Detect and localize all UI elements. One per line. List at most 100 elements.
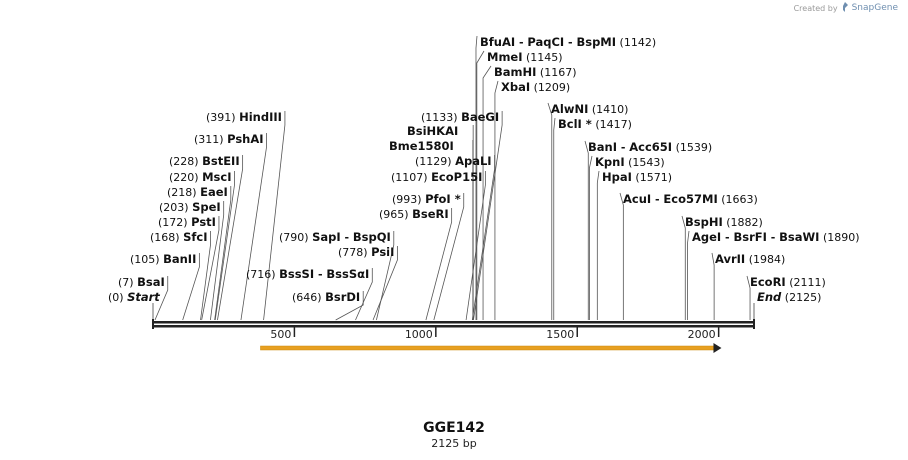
- enzyme-name-banii[interactable]: BanII: [163, 252, 196, 266]
- site-label-banii[interactable]: (105) BanII: [130, 252, 196, 266]
- site-label-bcli[interactable]: BclI * (1417): [558, 117, 632, 131]
- site-label-end[interactable]: End (2125): [757, 290, 821, 304]
- leader-line-banii: [182, 253, 200, 321]
- enzyme-name-hpai[interactable]: HpaI: [602, 170, 632, 184]
- enzyme-name-agei[interactable]: AgeI: [692, 230, 721, 244]
- enzyme-name-pshai[interactable]: PshAI: [227, 132, 263, 146]
- enzyme-name-acc65i[interactable]: Acc65I: [629, 140, 672, 154]
- snapgene-logo-icon: [841, 2, 849, 14]
- enzyme-name-bfuai[interactable]: BfuAI: [480, 35, 515, 49]
- enzyme-name-eco57mi[interactable]: Eco57MI: [663, 192, 717, 206]
- site-label-eaei[interactable]: (218) EaeI: [167, 185, 228, 199]
- enzyme-name-start[interactable]: Start: [127, 290, 160, 304]
- enzyme-name-hindiii[interactable]: HindIII: [239, 110, 282, 124]
- site-label-bsai[interactable]: (7) BsaI: [118, 275, 165, 289]
- feature-arrow-body[interactable]: [260, 345, 716, 351]
- site-label-sapi-bspqi[interactable]: (790) SapI - BspQI: [279, 230, 391, 244]
- enzyme-name-bcli[interactable]: BclI *: [558, 117, 592, 131]
- backbone-start-cap: [152, 319, 154, 329]
- position-label: (1539): [676, 141, 713, 154]
- site-label-sfci[interactable]: (168) SfcI: [150, 230, 207, 244]
- enzyme-name-bseri[interactable]: BseRI: [412, 207, 449, 221]
- site-label-ecori[interactable]: EcoRI (2111): [750, 275, 826, 289]
- site-label-start[interactable]: (0) Start: [108, 290, 160, 304]
- position-label: (1167): [540, 66, 577, 79]
- site-label-bme1580i[interactable]: Bme1580I: [389, 139, 454, 153]
- site-label-bsteii[interactable]: (228) BstEII: [169, 154, 240, 168]
- site-label-msci[interactable]: (220) MscI: [169, 170, 231, 184]
- site-label-bseri[interactable]: (965) BseRI: [379, 207, 449, 221]
- enzyme-name-bamhi[interactable]: BamHI: [494, 65, 536, 79]
- site-label-pfoi[interactable]: (993) PfoI *: [392, 192, 461, 206]
- enzyme-name-sfci[interactable]: SfcI: [183, 230, 207, 244]
- site-label-bfuai-paqci-bspmi[interactable]: BfuAI - PaqCI - BspMI (1142): [480, 35, 656, 49]
- enzyme-name-bspqi[interactable]: BspQI: [353, 230, 391, 244]
- site-label-bsihkai[interactable]: BsiHKAI: [407, 124, 458, 138]
- site-label-xbai[interactable]: XbaI (1209): [501, 80, 570, 94]
- position-label: (790): [279, 231, 309, 244]
- enzyme-name-avrii[interactable]: AvrII: [715, 252, 745, 266]
- site-label-psti[interactable]: (172) PstI: [158, 215, 216, 229]
- site-label-pshai[interactable]: (311) PshAI: [194, 132, 264, 146]
- enzyme-name-bsihkai[interactable]: BsiHKAI: [407, 124, 458, 138]
- enzyme-name-ecop15i[interactable]: EcoP15I: [431, 170, 482, 184]
- enzyme-name-ecori[interactable]: EcoRI: [750, 275, 786, 289]
- enzyme-name-bsai[interactable]: BsaI: [137, 275, 165, 289]
- position-label: (1133): [421, 111, 458, 124]
- enzyme-name-sapi[interactable]: SapI: [312, 230, 341, 244]
- enzyme-name-mmei[interactable]: MmeI: [487, 50, 523, 64]
- site-label-alwni[interactable]: AlwNI (1410): [551, 102, 628, 116]
- site-label-avrii[interactable]: AvrII (1984): [715, 252, 785, 266]
- leader-line-mmei: [476, 50, 485, 320]
- site-label-mmei[interactable]: MmeI (1145): [487, 50, 563, 64]
- site-label-hpai[interactable]: HpaI (1571): [602, 170, 672, 184]
- enzyme-name-apali[interactable]: ApaLI: [455, 154, 492, 168]
- site-label-bsphi[interactable]: BspHI (1882): [685, 215, 763, 229]
- site-label-agei-bsrfi-bsawi[interactable]: AgeI - BsrFI - BsaWI (1890): [692, 230, 860, 244]
- enzyme-name-baegi[interactable]: BaeGI: [461, 110, 499, 124]
- enzyme-name-kpni[interactable]: KpnI: [595, 155, 625, 169]
- site-label-ecop15i[interactable]: (1107) EcoP15I: [391, 170, 482, 184]
- site-label-hindiii[interactable]: (391) HindIII: [206, 110, 282, 124]
- position-label: (716): [246, 268, 276, 281]
- site-label-psii[interactable]: (778) PsiI: [338, 245, 394, 259]
- enzyme-name-bspmi[interactable]: BspMI: [576, 35, 616, 49]
- site-label-bamhi[interactable]: BamHI (1167): [494, 65, 577, 79]
- site-label-baegi[interactable]: (1133) BaeGI: [421, 110, 499, 124]
- site-label-bsrdi[interactable]: (646) BsrDI: [292, 290, 360, 304]
- enzyme-name-bsssi[interactable]: BssSI: [279, 267, 314, 281]
- site-label-kpni[interactable]: KpnI (1543): [595, 155, 665, 169]
- feature-arrow-head[interactable]: [713, 343, 722, 353]
- enzyme-name-acui[interactable]: AcuI: [623, 192, 651, 206]
- enzyme-name-bme1580i[interactable]: Bme1580I: [389, 139, 454, 153]
- enzyme-name-alwni[interactable]: AlwNI: [551, 102, 588, 116]
- site-label-bsssi-bsss-i[interactable]: (716) BssSI - BssSαI: [246, 267, 369, 281]
- enzyme-name-bani[interactable]: BanI: [588, 140, 617, 154]
- leader-line-eaei: [214, 186, 232, 321]
- site-label-apali[interactable]: (1129) ApaLI: [415, 154, 492, 168]
- position-label: (993): [392, 193, 422, 206]
- enzyme-name-xbai[interactable]: XbaI: [501, 80, 530, 94]
- enzyme-name-msci[interactable]: MscI: [202, 170, 231, 184]
- enzyme-name-eaei[interactable]: EaeI: [200, 185, 228, 199]
- enzyme-name-bsawi[interactable]: BsaWI: [779, 230, 819, 244]
- enzyme-name-psti[interactable]: PstI: [191, 215, 216, 229]
- leader-line-sapi-bspqi: [376, 231, 395, 321]
- enzyme-name-pfoi[interactable]: PfoI *: [425, 192, 461, 206]
- site-label-spei[interactable]: (203) SpeI: [159, 200, 221, 214]
- enzyme-name-psii[interactable]: PsiI: [371, 245, 394, 259]
- leader-line-hpai: [596, 170, 600, 320]
- site-label-acui-eco57mi[interactable]: AcuI - Eco57MI (1663): [623, 192, 758, 206]
- site-label-bani-acc65i[interactable]: BanI - Acc65I (1539): [588, 140, 712, 154]
- enzyme-name-bsteii[interactable]: BstEII: [202, 154, 240, 168]
- position-label: (172): [158, 216, 188, 229]
- snapgene-credit: Created by SnapGene: [794, 2, 898, 14]
- enzyme-name-end[interactable]: End: [757, 290, 782, 304]
- enzyme-name-bsrdi[interactable]: BsrDI: [325, 290, 360, 304]
- enzyme-name-bsphi[interactable]: BspHI: [685, 215, 723, 229]
- leader-line-bsai: [154, 276, 169, 321]
- enzyme-name-paqci[interactable]: PaqCI: [527, 35, 564, 49]
- enzyme-name-bsss-i[interactable]: BssSαI: [326, 267, 369, 281]
- enzyme-name-spei[interactable]: SpeI: [192, 200, 221, 214]
- enzyme-name-bsrfi[interactable]: BsrFI: [733, 230, 766, 244]
